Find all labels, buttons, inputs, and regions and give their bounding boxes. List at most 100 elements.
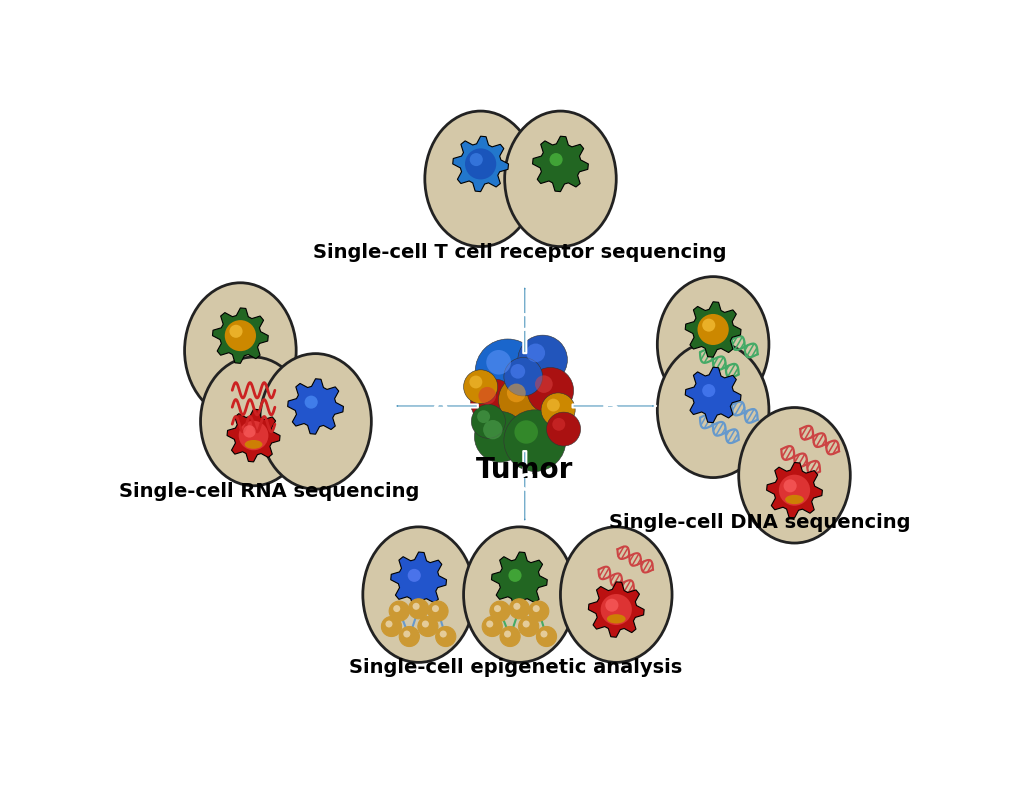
Polygon shape bbox=[492, 552, 547, 607]
Ellipse shape bbox=[738, 408, 850, 543]
Circle shape bbox=[545, 149, 577, 180]
Ellipse shape bbox=[657, 277, 769, 413]
Circle shape bbox=[499, 375, 548, 425]
Circle shape bbox=[408, 569, 421, 582]
Circle shape bbox=[504, 358, 543, 397]
Circle shape bbox=[702, 320, 716, 333]
Circle shape bbox=[435, 627, 456, 646]
Circle shape bbox=[518, 336, 567, 385]
Circle shape bbox=[509, 569, 521, 582]
Ellipse shape bbox=[657, 342, 769, 478]
Circle shape bbox=[304, 396, 317, 409]
Circle shape bbox=[537, 627, 557, 646]
Circle shape bbox=[527, 368, 573, 414]
Circle shape bbox=[471, 380, 517, 426]
Circle shape bbox=[783, 480, 797, 493]
Ellipse shape bbox=[245, 440, 262, 449]
Circle shape bbox=[298, 389, 333, 424]
Text: Single-cell RNA sequencing: Single-cell RNA sequencing bbox=[119, 482, 419, 500]
Circle shape bbox=[599, 592, 634, 627]
Text: Tumor: Tumor bbox=[476, 456, 573, 483]
Circle shape bbox=[697, 380, 729, 411]
Text: Single-cell T cell receptor sequencing: Single-cell T cell receptor sequencing bbox=[312, 243, 726, 262]
Circle shape bbox=[535, 375, 553, 393]
Circle shape bbox=[522, 620, 529, 628]
Circle shape bbox=[475, 340, 541, 404]
Circle shape bbox=[697, 315, 729, 345]
Circle shape bbox=[239, 421, 268, 451]
Circle shape bbox=[401, 563, 436, 598]
Circle shape bbox=[541, 393, 575, 427]
Ellipse shape bbox=[425, 112, 537, 247]
Circle shape bbox=[439, 631, 446, 637]
Circle shape bbox=[389, 602, 410, 621]
Circle shape bbox=[469, 376, 482, 389]
Circle shape bbox=[528, 602, 549, 621]
Circle shape bbox=[526, 344, 545, 363]
Circle shape bbox=[483, 420, 503, 440]
Circle shape bbox=[224, 320, 256, 352]
Circle shape bbox=[464, 371, 498, 404]
Polygon shape bbox=[391, 552, 446, 607]
Circle shape bbox=[605, 599, 618, 612]
Circle shape bbox=[381, 616, 401, 637]
Circle shape bbox=[223, 319, 258, 354]
Circle shape bbox=[428, 602, 449, 621]
Circle shape bbox=[695, 313, 731, 347]
Circle shape bbox=[504, 410, 566, 472]
Circle shape bbox=[518, 616, 539, 637]
Ellipse shape bbox=[362, 527, 474, 663]
Circle shape bbox=[500, 627, 520, 646]
Circle shape bbox=[409, 599, 429, 619]
Polygon shape bbox=[453, 137, 509, 192]
Text: C: C bbox=[516, 471, 534, 496]
Circle shape bbox=[432, 605, 439, 612]
Circle shape bbox=[399, 627, 420, 646]
Circle shape bbox=[413, 603, 420, 610]
Circle shape bbox=[552, 418, 565, 431]
Circle shape bbox=[471, 405, 506, 439]
Circle shape bbox=[474, 412, 525, 462]
Circle shape bbox=[532, 605, 540, 612]
Circle shape bbox=[422, 620, 429, 628]
Circle shape bbox=[541, 631, 548, 637]
Circle shape bbox=[543, 148, 578, 182]
Polygon shape bbox=[685, 367, 741, 423]
Polygon shape bbox=[532, 137, 589, 192]
Text: Single-cell epigenetic analysis: Single-cell epigenetic analysis bbox=[349, 657, 682, 676]
Circle shape bbox=[489, 602, 510, 621]
Circle shape bbox=[702, 384, 716, 397]
Circle shape bbox=[507, 384, 525, 403]
Polygon shape bbox=[288, 380, 343, 435]
Circle shape bbox=[779, 475, 810, 506]
Ellipse shape bbox=[184, 283, 296, 418]
Ellipse shape bbox=[260, 354, 372, 490]
Ellipse shape bbox=[785, 496, 804, 504]
Ellipse shape bbox=[607, 615, 626, 624]
Circle shape bbox=[300, 392, 331, 423]
Circle shape bbox=[403, 564, 434, 595]
Polygon shape bbox=[212, 308, 268, 364]
Circle shape bbox=[513, 603, 520, 610]
Polygon shape bbox=[227, 410, 280, 462]
Circle shape bbox=[504, 564, 535, 595]
Circle shape bbox=[418, 616, 438, 637]
Circle shape bbox=[777, 473, 812, 508]
Circle shape bbox=[494, 605, 501, 612]
Circle shape bbox=[502, 563, 537, 598]
Circle shape bbox=[547, 399, 560, 412]
Ellipse shape bbox=[505, 112, 616, 247]
Circle shape bbox=[229, 325, 243, 338]
Text: A: A bbox=[431, 394, 451, 418]
Text: D: D bbox=[514, 311, 536, 336]
Circle shape bbox=[482, 616, 503, 637]
Circle shape bbox=[403, 631, 411, 637]
Circle shape bbox=[510, 365, 525, 380]
Circle shape bbox=[477, 410, 490, 423]
Circle shape bbox=[514, 421, 538, 444]
Polygon shape bbox=[767, 463, 822, 518]
Circle shape bbox=[393, 605, 400, 612]
Circle shape bbox=[695, 378, 731, 413]
Text: B: B bbox=[600, 394, 620, 418]
Circle shape bbox=[547, 413, 581, 447]
